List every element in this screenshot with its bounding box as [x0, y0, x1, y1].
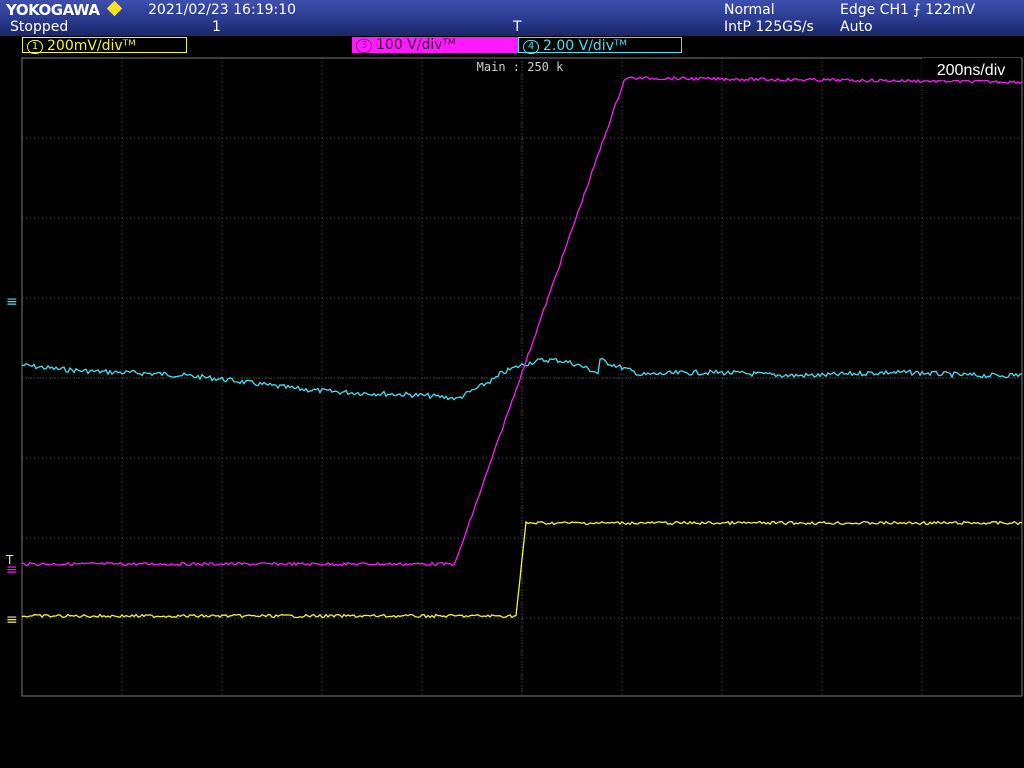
ch3-number-icon: 3 — [356, 39, 372, 53]
ch1-waveform — [21, 520, 1023, 619]
ch4-scale-box[interactable]: 4 2.00 V/divᵀᴹ — [518, 37, 682, 54]
zoom-label: Main : 250 k — [477, 60, 564, 74]
sample-rate[interactable]: IntP 125GS/s — [724, 19, 814, 35]
ch4-suffix: ᵀᴹ — [613, 38, 627, 54]
ch1-number-icon: 1 — [27, 40, 43, 54]
timebase-label: 200ns/div — [937, 62, 1006, 79]
trigger-setting[interactable]: Edge CH1 ⨍ 122mV — [840, 2, 976, 18]
ch3-suffix: ᵀᴹ — [442, 37, 456, 53]
brand-logo: YOKOGAWA — [6, 1, 100, 19]
acquisition-count: 1 — [212, 19, 221, 35]
graticule-frame — [21, 57, 1023, 697]
ch3-scale: 100 V/div — [376, 37, 443, 53]
acquisition-mode[interactable]: Normal — [724, 2, 775, 18]
graticule — [22, 58, 1022, 696]
timebase-bg — [922, 58, 1021, 80]
ch3-scale-box[interactable]: 3 100 V/divᵀᴹ — [352, 37, 518, 53]
ch4-ground-icon[interactable]: ≡ — [6, 294, 18, 310]
ch1-scale-box[interactable]: 1 200mV/divᵀᴹ — [22, 37, 187, 54]
status-header: YOKOGAWA 2021/02/23 16:19:10 Stopped 1 T… — [0, 0, 1024, 36]
trigger-position-marker: T — [513, 19, 522, 35]
ch3-ground-icon[interactable]: ≡ — [6, 562, 18, 578]
run-status: Stopped — [10, 19, 69, 35]
brand-diamond-icon — [106, 0, 123, 17]
trigger-level-icon[interactable]: T — [5, 553, 14, 567]
datetime: 2021/02/23 16:19:10 — [148, 2, 297, 18]
channel-info-row: 1 200mV/divᵀᴹ 3 100 V/divᵀᴹ 4 2.00 V/divᵀᴹ — [0, 36, 1024, 56]
ch1-scale: 200mV/div — [47, 38, 123, 54]
ch1-ground-icon[interactable]: ≡ — [6, 612, 18, 628]
ch1-suffix: ᵀᴹ — [122, 38, 136, 54]
ch3-waveform — [21, 76, 1023, 567]
ch4-waveform — [21, 357, 1023, 401]
ch4-scale: 2.00 V/div — [543, 38, 614, 54]
waveform-display[interactable]: Main : 250 k 200ns/div ≡ ≡ ≡ T — [0, 56, 1024, 768]
trigger-mode[interactable]: Auto — [840, 19, 873, 35]
ch4-number-icon: 4 — [523, 40, 539, 54]
